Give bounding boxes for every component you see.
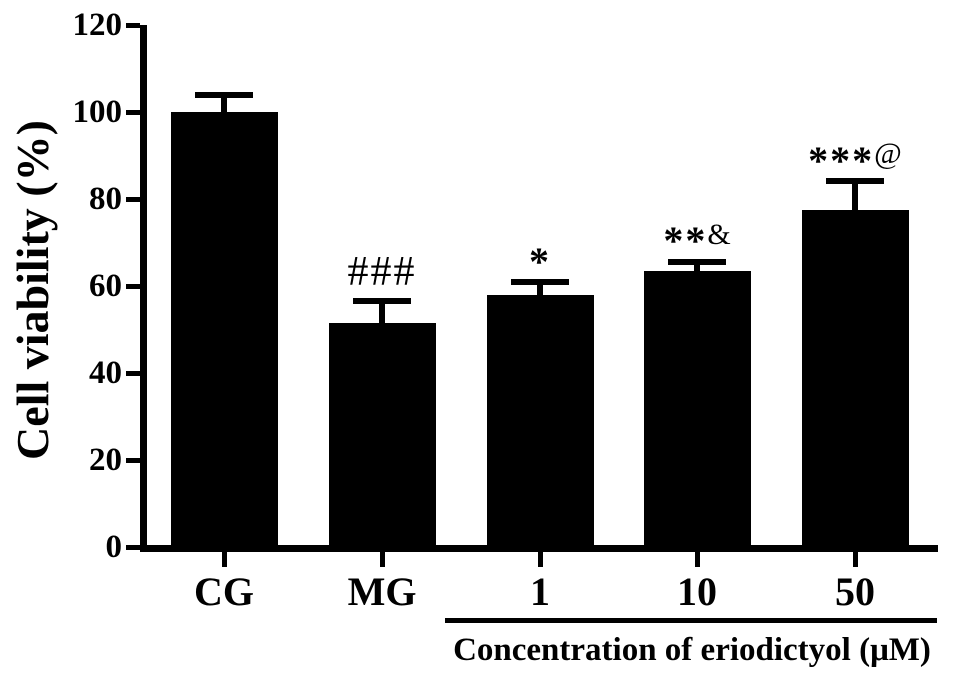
significance-hash: ### — [347, 249, 417, 296]
x-category-label: CG — [194, 569, 254, 614]
y-tick-mark — [126, 196, 140, 202]
bar — [801, 209, 909, 550]
bar — [328, 322, 436, 550]
significance-star: ** — [663, 218, 708, 264]
x-category-label: MG — [347, 569, 417, 614]
y-tick-label: 20 — [89, 442, 122, 478]
x-axis-title: Concentration of eriodictyol (μM) — [453, 632, 931, 668]
error-bar-cap — [826, 178, 884, 185]
y-tick-mark — [126, 283, 140, 289]
y-tick-mark — [126, 544, 140, 550]
y-tick-label: 40 — [89, 355, 122, 391]
significance-star: *** — [808, 137, 875, 183]
x-category-label: 50 — [835, 569, 875, 614]
significance-annotation: * — [455, 235, 625, 284]
significance-annotation: ** & — [612, 215, 782, 264]
error-bar-cap — [195, 92, 253, 99]
x-category-label: 1 — [530, 569, 550, 614]
x-tick-mark — [694, 552, 700, 567]
y-tick-label: 120 — [72, 7, 123, 43]
x-tick-mark — [537, 552, 543, 567]
y-tick-label: 0 — [105, 529, 123, 565]
error-bar-stem — [221, 95, 227, 115]
y-tick-mark — [126, 22, 140, 28]
y-tick-label: 60 — [89, 268, 122, 304]
significance-annotation: ### — [297, 249, 467, 295]
error-bar-cap — [668, 258, 726, 265]
x-axis-group-underline — [445, 618, 937, 623]
error-bar-cap — [511, 279, 569, 286]
x-category-label: 10 — [677, 569, 717, 614]
y-tick-label: 80 — [89, 181, 122, 217]
error-bar-stem — [537, 282, 543, 298]
significance-symbol: & — [707, 217, 731, 251]
x-tick-mark — [221, 552, 227, 567]
error-bar-cap — [353, 298, 411, 305]
bar — [170, 112, 278, 550]
bar — [643, 270, 751, 550]
y-tick-mark — [126, 109, 140, 115]
error-bar-stem — [694, 261, 700, 274]
x-tick-mark — [379, 552, 385, 567]
significance-star: * — [529, 238, 551, 284]
y-tick-mark — [126, 370, 140, 376]
significance-symbol: @ — [874, 137, 902, 171]
x-tick-mark — [852, 552, 858, 567]
y-tick-mark — [126, 457, 140, 463]
bar — [486, 294, 594, 550]
y-tick-label: 100 — [72, 94, 123, 130]
error-bar-stem — [852, 181, 858, 213]
error-bar-stem — [379, 301, 385, 326]
y-axis-line — [140, 25, 147, 552]
significance-annotation: *** @ — [770, 134, 940, 183]
